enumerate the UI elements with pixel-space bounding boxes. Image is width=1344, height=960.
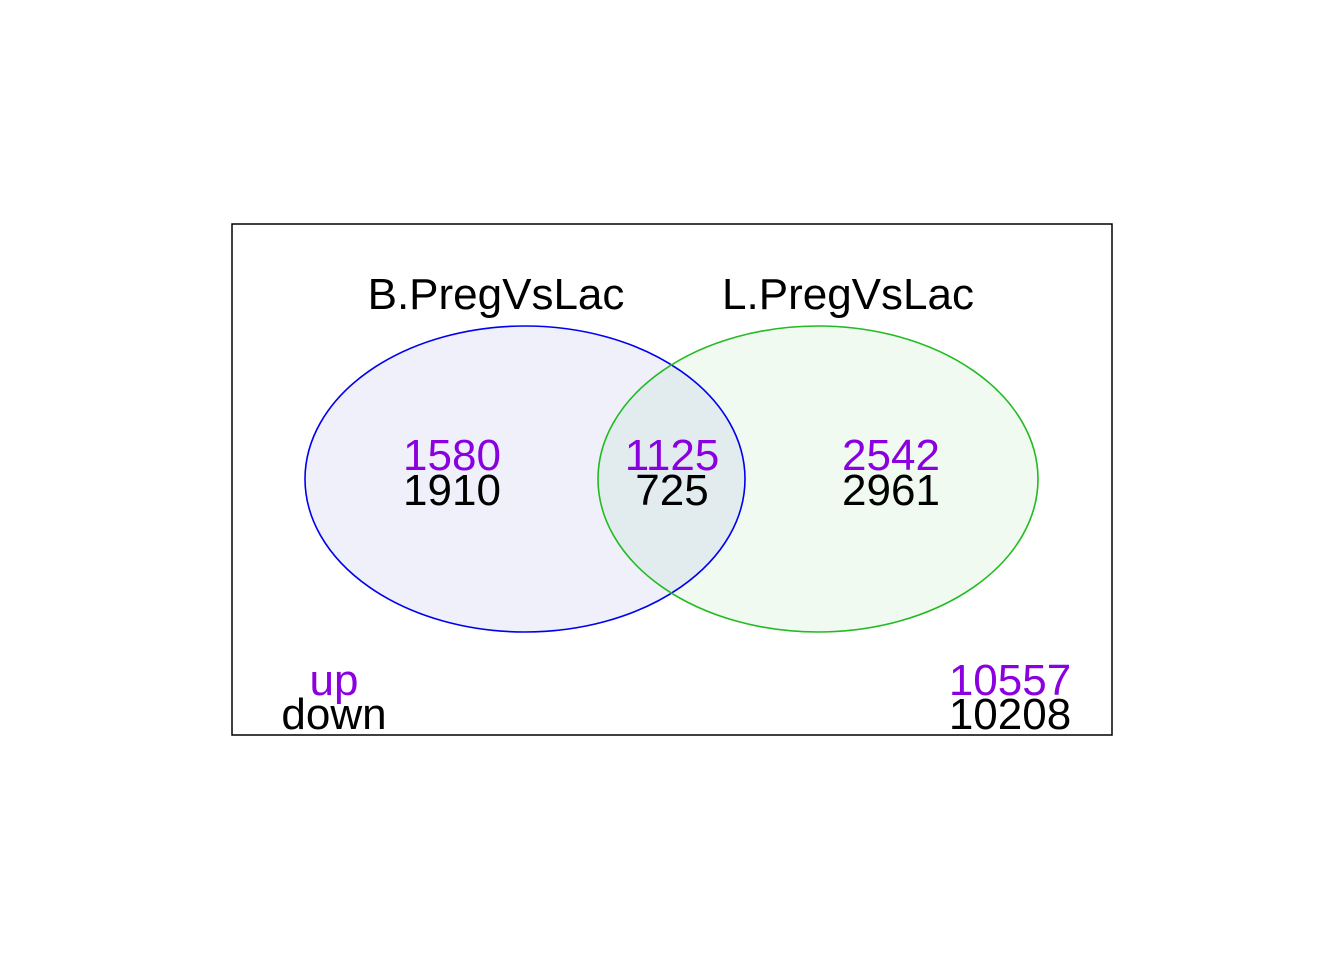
both-down-count: 725 [635, 466, 708, 515]
set-l-label: L.PregVsLac [722, 270, 974, 319]
b-only-down-count: 1910 [403, 466, 501, 515]
l-only-down-count: 2961 [842, 466, 940, 515]
legend-down-label: down [281, 690, 386, 739]
outside-down-count: 10208 [949, 690, 1071, 739]
set-b-label: B.PregVsLac [368, 270, 625, 319]
